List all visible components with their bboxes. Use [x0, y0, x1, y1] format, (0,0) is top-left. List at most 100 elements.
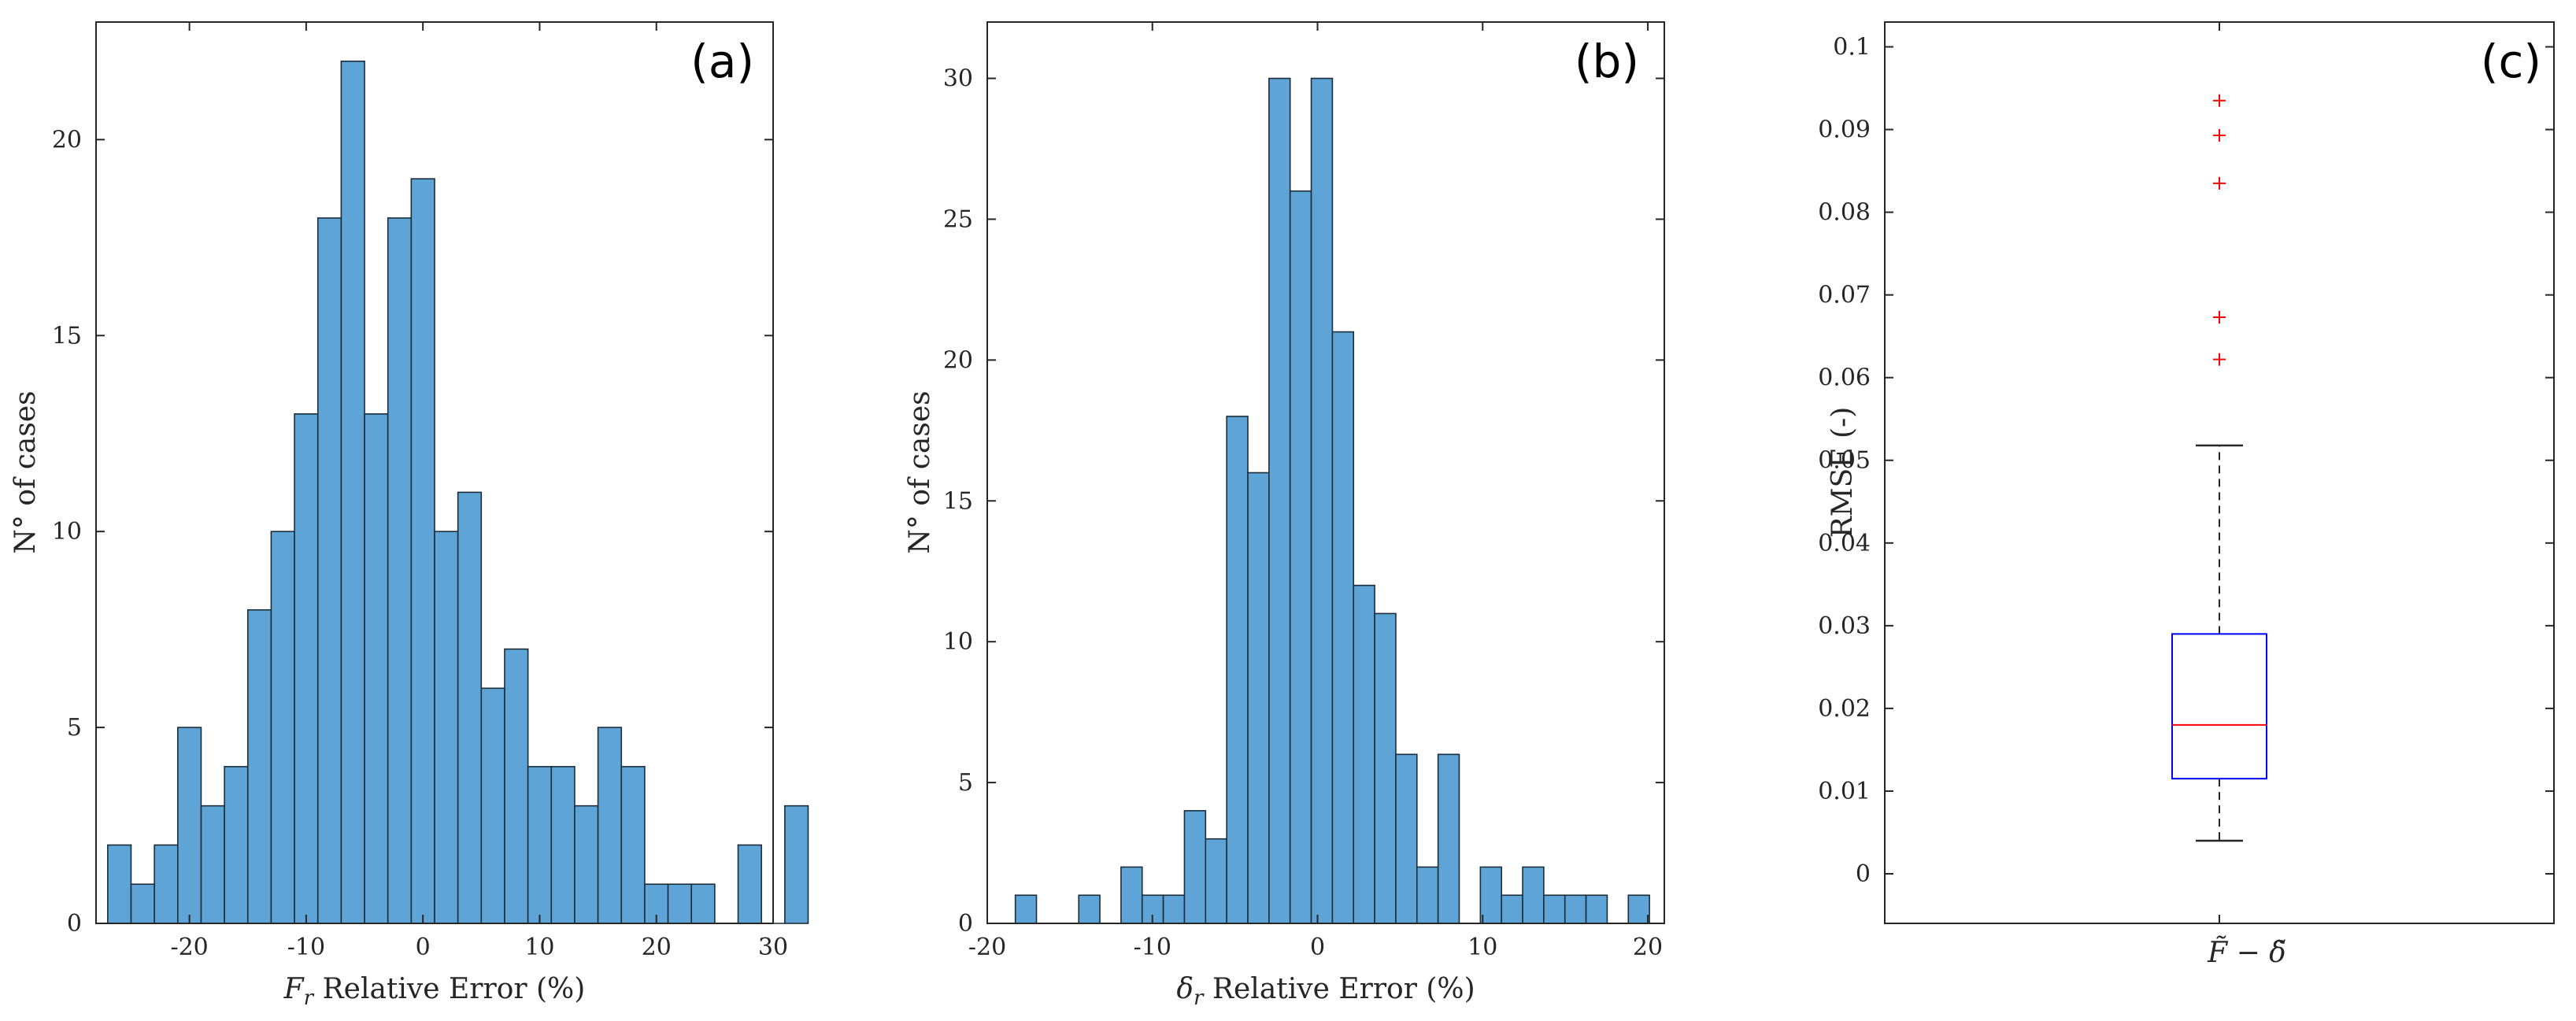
hist-a-xtick-label: -20: [170, 934, 208, 961]
hist-a-bar: [340, 60, 365, 924]
hist-b-xtick-label: 20: [1633, 934, 1663, 961]
panel-a: -20 -10 0 10 20 30 0 5 10 15 20 (a) Fr Relative Er…: [9, 21, 809, 1010]
hist-b-bar: [1353, 584, 1375, 924]
box-ytick-label: 0: [1856, 860, 1871, 888]
hist-a-bar: [410, 178, 435, 924]
hist-b-xtick-label: 0: [1310, 934, 1325, 961]
histogram-b-bars: [1014, 77, 1650, 924]
hist-a-bar: [737, 844, 762, 924]
hist-a-bar: [574, 805, 599, 924]
axis-b-xlabel-subscript: r: [1194, 986, 1205, 1010]
hist-a-ytick-label: 10: [52, 518, 82, 546]
hist-a-xtick-label: 10: [524, 934, 554, 961]
hist-a-ytick-label: 15: [52, 322, 82, 350]
axis-a-xlabel: Fr Relative Error (%): [283, 973, 586, 1010]
box-outlier: [2213, 353, 2226, 366]
hist-b-xtick-label: -20: [968, 934, 1006, 961]
hist-a-xtick-label: 20: [642, 934, 672, 961]
hist-b-ytick-label: 25: [943, 205, 973, 233]
hist-a-bar: [387, 217, 413, 924]
hist-b-bar: [1205, 838, 1227, 924]
hist-a-bar: [550, 766, 576, 924]
box-ytick-label: 0.09: [1818, 117, 1871, 144]
hist-b-bar: [1162, 894, 1186, 924]
box-ytick-label: 0.02: [1818, 695, 1871, 723]
hist-a-ytick-label: 20: [52, 126, 82, 154]
hist-a-bar: [176, 727, 202, 924]
hist-b-bar: [1627, 894, 1650, 924]
hist-a-ytick-label: 0: [67, 910, 82, 938]
hist-b-bar: [1120, 866, 1143, 924]
hist-b-bar: [1501, 894, 1523, 924]
box-ytick-label: 0.1: [1833, 34, 1871, 61]
hist-a-bar: [200, 805, 225, 924]
hist-a-ytick-label: 5: [67, 714, 82, 742]
hist-a-bar: [667, 883, 693, 924]
box-ytick-label: 0.03: [1818, 612, 1871, 640]
hist-b-bar: [1585, 894, 1608, 924]
hist-b-xtick-label: 10: [1468, 934, 1497, 961]
histogram-a-bars: [107, 60, 809, 924]
hist-b-bar: [1331, 331, 1355, 924]
hist-b-bar: [1078, 894, 1101, 924]
hist-a-bar: [527, 766, 553, 924]
boxplot: [2171, 94, 2267, 842]
hist-a-bar: [434, 531, 459, 924]
hist-a-bar: [246, 609, 272, 924]
axes-a-ticks: -20 -10 0 10 20 30 0 5 10 15 20: [52, 22, 788, 961]
hist-a-xtick-label: 30: [758, 934, 788, 961]
hist-a-bar: [364, 413, 389, 924]
axis-a-ylabel: N° of cases: [9, 390, 42, 553]
hist-b-bar: [1247, 472, 1270, 924]
axis-c-category-label: F̃ − δ̃: [2207, 936, 2286, 969]
axes-c-ticks: 0 0.01 0.02 0.03 0.04 0.05 0.06 0.07 0.08 0.09 0.1: [1818, 22, 2554, 923]
hist-a-bar: [480, 687, 505, 924]
hist-b-ytick-label: 15: [943, 487, 973, 515]
hist-b-bar: [1522, 866, 1545, 924]
hist-b-bar: [1183, 810, 1207, 924]
hist-a-bar: [270, 531, 295, 924]
hist-b-bar: [1564, 894, 1587, 924]
hist-a-bar: [316, 217, 342, 924]
hist-a-bar: [784, 805, 809, 924]
hist-b-bar: [1374, 612, 1397, 924]
box-outlier: [2213, 94, 2226, 107]
axis-b-xlabel-rest: Relative Error (%): [1203, 973, 1475, 1005]
box-ytick-label: 0.05: [1818, 447, 1871, 475]
panel-b-label: (b): [1575, 35, 1639, 88]
hist-b-bar: [1310, 77, 1334, 924]
hist-b-bar: [1014, 894, 1038, 924]
box-ytick-label: 0.01: [1818, 778, 1871, 805]
hist-b-ytick-label: 0: [958, 910, 973, 938]
hist-b-ytick-label: 10: [943, 628, 973, 656]
hist-a-bar: [504, 648, 529, 924]
hist-b-ytick-label: 20: [943, 346, 973, 374]
box-ytick-label: 0.08: [1818, 199, 1871, 227]
box-iqr: [2171, 633, 2267, 780]
hist-b-ytick-label: 30: [943, 65, 973, 93]
box-outlier: [2213, 176, 2226, 190]
hist-a-bar: [130, 883, 155, 924]
hist-a-bar: [154, 844, 179, 924]
hist-b-ytick-label: 5: [958, 769, 973, 797]
hist-a-bar: [294, 413, 319, 924]
panel-a-label: (a): [690, 35, 754, 88]
axis-a-xlabel-symbol: F: [283, 973, 305, 1005]
hist-b-xtick-label: -10: [1134, 934, 1171, 961]
hist-b-bar: [1416, 866, 1439, 924]
hist-b-bar: [1226, 416, 1249, 924]
panel-c-label: (c): [2481, 35, 2541, 88]
box-outlier: [2213, 128, 2226, 142]
hist-a-bar: [597, 727, 623, 924]
box-ytick-label: 0.07: [1818, 282, 1871, 309]
hist-b-bar: [1543, 894, 1566, 924]
hist-b-bar: [1395, 753, 1418, 924]
hist-b-bar: [1289, 190, 1312, 924]
axis-a-xlabel-rest: Relative Error (%): [313, 973, 585, 1005]
hist-a-bar: [457, 491, 483, 924]
axis-b-xlabel-symbol: δ: [1176, 973, 1194, 1005]
hist-a-bar: [107, 844, 132, 924]
axes-b-frame: [986, 21, 1665, 924]
axis-c-ylabel: RMSE (-): [1827, 407, 1859, 538]
